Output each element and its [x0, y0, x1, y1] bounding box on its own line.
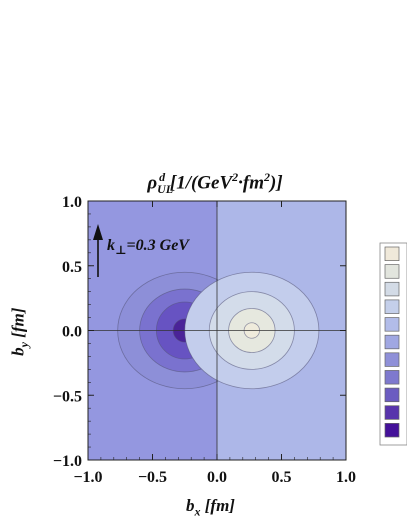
legend-swatch — [384, 264, 400, 279]
legend-swatch — [384, 405, 400, 420]
legend-swatch — [384, 352, 400, 367]
legend-swatch — [384, 423, 400, 438]
x-tick-label: 0.0 — [207, 469, 227, 486]
x-tick-label: −0.5 — [138, 469, 167, 486]
y-tick-label: −1.0 — [53, 453, 82, 470]
x-axis-label: bx [fm] — [186, 496, 235, 519]
legend-swatch — [384, 317, 400, 332]
legend-swatch — [384, 299, 400, 314]
legend-swatch — [384, 246, 400, 261]
y-tick-label: 0.0 — [62, 324, 82, 341]
chart-title: ρULd [1/(GeV2·fm2)] — [147, 170, 283, 197]
y-tick-label: 0.5 — [62, 259, 82, 276]
x-tick-label: −1.0 — [73, 469, 102, 486]
x-tick-label: 0.5 — [272, 469, 292, 486]
legend-swatch — [384, 370, 400, 385]
legend-swatch — [384, 387, 400, 403]
x-tick-label: 1.0 — [336, 469, 356, 486]
annotation-arrow-head — [93, 224, 103, 240]
y-tick-label: 1.0 — [62, 194, 82, 211]
annotation-label: k⊥=0.3 GeV — [107, 237, 190, 257]
legend-swatch — [384, 334, 400, 350]
legend-swatch — [384, 281, 400, 297]
y-tick-label: −0.5 — [53, 388, 82, 405]
